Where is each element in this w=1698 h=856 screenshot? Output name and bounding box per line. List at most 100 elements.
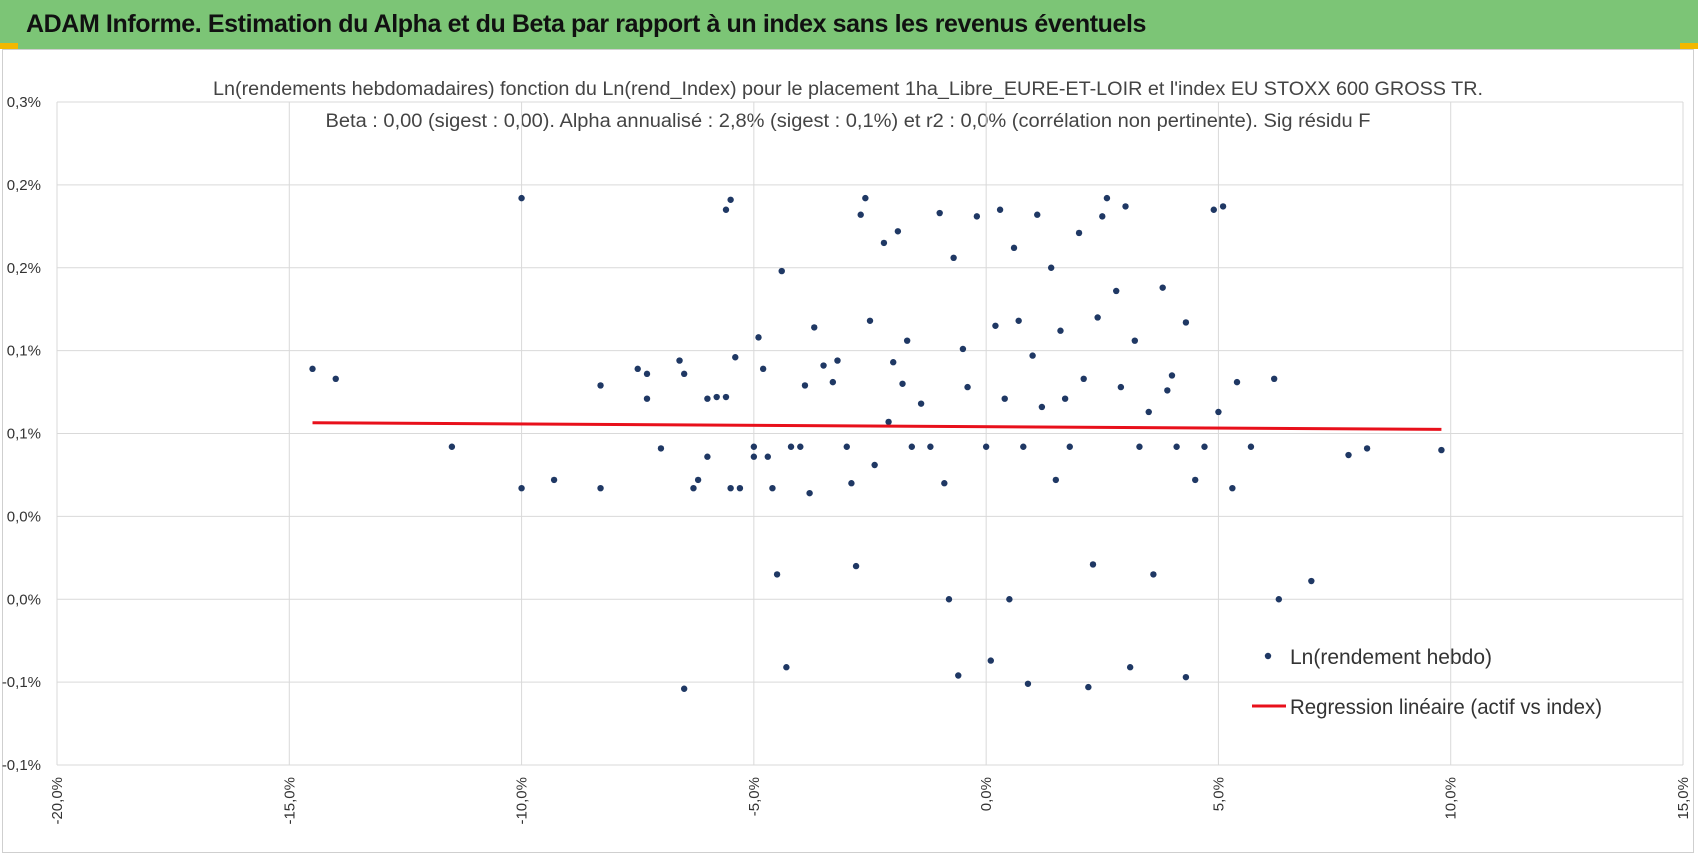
data-point: [309, 365, 316, 373]
data-point: [843, 443, 850, 450]
x-tick-label: 15,0%: [1675, 777, 1692, 820]
data-point: [801, 382, 809, 389]
data-point: [950, 254, 957, 262]
data-point: [1024, 680, 1032, 687]
data-point: [736, 484, 744, 492]
data-point: [1210, 206, 1217, 213]
data-point: [1215, 408, 1222, 416]
data-point: [857, 211, 864, 218]
data-point: [727, 196, 734, 203]
y-tick-label: 0,2%: [7, 177, 41, 194]
corner-accent-top-right: [1680, 43, 1698, 49]
y-tick-label: 0,0%: [7, 591, 41, 608]
y-tick-label: 0,2%: [7, 260, 41, 277]
data-point: [1020, 443, 1027, 450]
data-point: [597, 382, 604, 389]
data-point: [1066, 443, 1073, 450]
data-point: [1001, 395, 1008, 402]
data-point: [1270, 375, 1278, 383]
data-point: [657, 445, 665, 452]
data-points: [309, 194, 1445, 692]
data-point: [634, 365, 641, 373]
data-point: [332, 375, 339, 383]
data-point: [1113, 287, 1120, 295]
data-point: [1122, 203, 1129, 210]
x-tick-label: -5,0%: [746, 777, 763, 816]
y-tick-label: 0,1%: [7, 343, 41, 360]
data-point: [1229, 484, 1236, 492]
data-point: [1192, 476, 1199, 484]
data-point: [866, 317, 874, 324]
data-point: [811, 324, 818, 331]
data-point: [903, 337, 911, 344]
data-point: [1145, 408, 1152, 416]
data-point: [987, 657, 994, 664]
data-point: [1131, 337, 1139, 344]
data-point: [778, 267, 785, 275]
y-tick-label: 0,1%: [7, 426, 41, 443]
data-point: [1136, 443, 1143, 450]
data-point: [643, 370, 651, 378]
data-point: [676, 357, 683, 364]
data-point: [1015, 317, 1022, 324]
data-point: [852, 562, 860, 570]
page-title: ADAM Informe. Estimation du Alpha et du …: [26, 10, 1147, 38]
data-point: [1233, 378, 1241, 386]
data-point: [750, 443, 758, 450]
y-tick-label: 0,0%: [7, 508, 41, 525]
data-point: [764, 453, 771, 460]
data-point: [550, 476, 558, 484]
data-point: [1308, 577, 1315, 585]
data-point: [643, 395, 651, 402]
header-banner: ADAM Informe. Estimation du Alpha et du …: [0, 0, 1698, 49]
data-point: [1061, 395, 1069, 402]
data-point: [755, 334, 762, 341]
data-point: [597, 484, 604, 492]
data-point: [996, 206, 1004, 213]
data-point: [1219, 203, 1227, 210]
data-point: [941, 480, 948, 487]
data-point: [773, 571, 781, 578]
data-point: [704, 395, 711, 402]
data-point: [894, 228, 902, 235]
data-point: [1075, 229, 1083, 237]
data-point: [713, 393, 720, 401]
data-point: [1164, 387, 1171, 394]
legend: Ln(rendement hebdo) Regression linéaire …: [1252, 646, 1602, 719]
data-point: [1363, 445, 1371, 452]
data-point: [518, 484, 525, 492]
data-point: [694, 476, 702, 484]
chart-frame: [2, 49, 1694, 853]
data-point: [759, 365, 767, 373]
x-tick-label: -10,0%: [514, 777, 531, 825]
data-point: [732, 354, 739, 361]
data-point: [945, 596, 953, 603]
data-point: [806, 489, 813, 497]
data-point: [1089, 561, 1097, 568]
data-point: [690, 484, 697, 492]
regression-line-group: [312, 421, 1442, 431]
data-point: [848, 480, 855, 487]
data-point: [1094, 314, 1101, 321]
y-axis: 0,3% 0,2% 0,2% 0,1% 0,1% 0,0% 0,0% -0,1% -0,1%: [2, 94, 41, 774]
data-point: [1345, 451, 1352, 459]
x-tick-label: 10,0%: [1443, 777, 1460, 820]
data-point: [722, 206, 730, 213]
x-tick-label: -15,0%: [281, 777, 298, 825]
x-tick-label: 5,0%: [1210, 777, 1227, 811]
data-point: [959, 345, 967, 353]
data-point: [820, 362, 827, 369]
data-point: [880, 239, 888, 247]
chart-title: Ln(rendements hebdomadaires) fonction du…: [213, 79, 1483, 100]
data-point: [1182, 673, 1190, 681]
data-point: [908, 443, 916, 450]
data-point: [936, 209, 943, 217]
chart-subtitle: Beta : 0,00 (sigest : 0,00). Alpha annua…: [326, 111, 1371, 132]
data-point: [1275, 596, 1283, 603]
data-point: [1080, 375, 1087, 383]
data-point: [680, 685, 688, 692]
data-point: [871, 461, 878, 469]
x-tick-label: -20,0%: [49, 777, 66, 825]
data-point: [885, 418, 892, 426]
data-point: [797, 443, 804, 450]
